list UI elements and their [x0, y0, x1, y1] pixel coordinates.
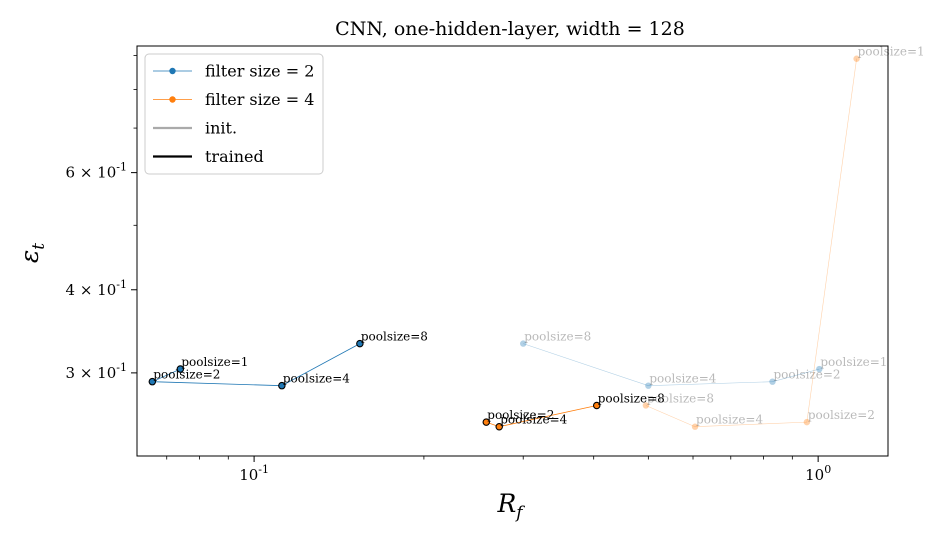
legend-entry: filter size = 2: [153, 62, 314, 81]
x-tick-label: 10-1: [239, 463, 269, 484]
point-annotation: poolsize=4: [649, 372, 716, 386]
y-axis-label-main: ε: [15, 250, 44, 263]
data-point: [642, 402, 650, 409]
data-point: [278, 381, 286, 390]
legend-entry: init.: [153, 119, 237, 138]
series-line: [152, 343, 361, 387]
y-axis-label: εt: [15, 243, 49, 263]
chart-title: CNN, one-hidden-layer, width = 128: [335, 18, 685, 40]
point-annotation: poolsize=2: [808, 408, 875, 422]
point-annotation: poolsize=8: [598, 391, 665, 405]
y-axis-label-sub: t: [29, 243, 49, 250]
data-point: [176, 365, 185, 373]
data-point: [148, 377, 157, 386]
legend-label: trained: [205, 147, 264, 166]
point-annotation: poolsize=1: [820, 355, 887, 369]
legend: filter size = 2 filter size = 4 init. train…: [144, 53, 324, 175]
legend-label: filter size = 4: [205, 90, 314, 109]
point-annotation: poolsize=8: [647, 391, 714, 405]
legend-label: filter size = 2: [205, 62, 314, 81]
legend-entry: trained: [153, 147, 264, 166]
legend-box: [144, 53, 324, 175]
plot-frame: [136, 45, 889, 457]
legend-label: init.: [205, 119, 237, 138]
x-tick-label: 100: [805, 463, 831, 484]
point-annotation: poolsize=1: [858, 45, 925, 59]
point-annotation: poolsize=4: [696, 413, 763, 427]
y-tick-label: 6 × 10-1: [66, 161, 127, 182]
data-point: [803, 418, 811, 426]
point-annotation: poolsize=2: [153, 368, 220, 382]
point-annotation: poolsize=8: [361, 330, 428, 344]
legend-swatch-marker: [169, 96, 176, 103]
x-axis-label-main: R: [496, 489, 516, 518]
data-point: [769, 378, 776, 385]
data-point: [645, 382, 652, 389]
data-point: [853, 55, 860, 62]
point-annotation: poolsize=8: [524, 330, 591, 344]
data-point: [520, 340, 527, 347]
legend-swatch-marker: [169, 67, 176, 75]
point-annotation: poolsize=1: [181, 355, 248, 369]
plot-area: poolsize=1poolsize=2poolsize=4poolsize=8…: [148, 45, 925, 431]
data-point: [495, 422, 503, 431]
x-axis-label-sub: f: [514, 503, 525, 523]
data-point: [816, 365, 823, 373]
x-axis-label: Rf: [496, 489, 525, 523]
data-point: [592, 401, 601, 410]
axis-ticks: 10-1 100 3 × 10-1 4 × 10-1 6 × 10-1: [66, 55, 831, 484]
series-line: [645, 58, 857, 428]
data-point: [356, 339, 364, 348]
point-annotation: poolsize=2: [487, 408, 554, 422]
data-point: [691, 423, 699, 430]
point-annotation: poolsize=2: [773, 368, 840, 382]
point-annotation: poolsize=4: [283, 372, 350, 386]
y-tick-label: 4 × 10-1: [66, 278, 127, 299]
legend-entry: filter size = 4: [153, 90, 314, 109]
point-annotation: poolsize=4: [500, 413, 567, 427]
data-point: [482, 418, 491, 426]
y-tick-label: 3 × 10-1: [66, 361, 127, 382]
series-line: [523, 343, 820, 386]
